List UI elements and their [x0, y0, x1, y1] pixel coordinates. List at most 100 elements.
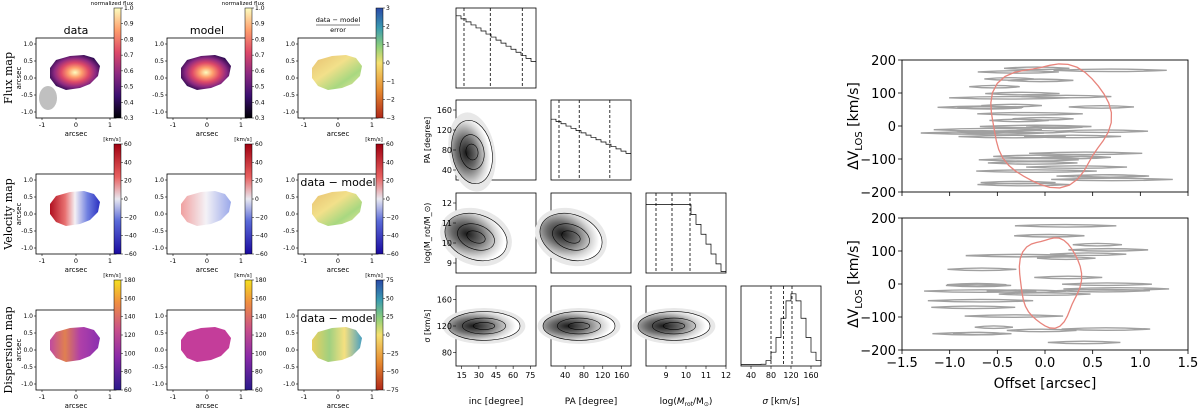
x-axis-label: arcsec [65, 402, 88, 410]
colorbar-tick-label: 0 [386, 60, 390, 67]
colorbar-tick-label: 40 [255, 159, 263, 166]
colorbar-tick-label: 0.9 [124, 21, 134, 28]
x-axis-label: σ [km/s] [762, 397, 799, 407]
y-tick-label: 120 [437, 322, 452, 331]
density-contour [457, 223, 495, 251]
density-contour [542, 311, 616, 341]
density-contour [652, 317, 696, 335]
colorbar-tick-label: 40 [386, 159, 394, 166]
y-tick-label: 11 [442, 219, 452, 228]
x-tick-label: 9 [663, 371, 668, 380]
x-tick-label: -1 [170, 393, 176, 401]
y-tick-label: 0.5 [285, 58, 295, 65]
colorbar-tick-label: −50 [386, 369, 399, 376]
colorbar-tick-label: 100 [124, 350, 136, 357]
colorbar-tick-label: 160 [124, 295, 136, 302]
colorbar-tick-label: 140 [255, 314, 267, 321]
colorbar [244, 7, 253, 119]
colorbar-tick-label: 60 [386, 141, 394, 148]
colorbar-tick-label: 0.6 [255, 68, 265, 75]
density-contour [462, 317, 506, 335]
y-tick-label: 200 [871, 212, 896, 227]
colorbar-tick-label: 0 [255, 196, 259, 203]
y-tick-label: 0.0 [285, 211, 295, 218]
x-tick-label: 80 [579, 371, 589, 380]
y-tick-label: -0.5 [283, 228, 295, 235]
colorbar-tick-label: −60 [124, 251, 137, 258]
colorbar-tick-label: 20 [124, 178, 132, 185]
galaxy-map [312, 327, 362, 362]
y-tick-label: 0.5 [154, 330, 164, 337]
x-axis-label: arcsec [65, 266, 88, 274]
colorbar-tick-label: 60 [255, 141, 263, 148]
y-tick-label: 1.0 [154, 41, 164, 48]
y-axis-label: σ [km/s] [423, 309, 432, 342]
x-tick-label: -1 [39, 257, 45, 265]
colorbar-tick-label: 1.0 [124, 5, 134, 12]
x-tick-label: -1 [170, 257, 176, 265]
y-tick-label: 160 [437, 295, 452, 304]
label-part: ΔV [846, 150, 862, 170]
y-tick-label: 0.5 [285, 194, 295, 201]
y-axis-label: arcsec [15, 203, 23, 226]
y-tick-label: 1.0 [285, 313, 295, 320]
colorbar-tick-label: 0.3 [255, 115, 265, 122]
colorbar-tick-label: 0.5 [124, 84, 134, 91]
colorbar-tick-label: 160 [255, 295, 267, 302]
colorbar-label: [km/s] [103, 273, 121, 279]
label-part: LOS [854, 131, 865, 150]
density-contour [539, 212, 603, 262]
label-part: [km/s] [846, 82, 862, 131]
row-label: Velocity map [2, 178, 15, 250]
data-contour [931, 305, 1016, 310]
density-contour [451, 119, 493, 185]
x-tick-label: 0 [336, 257, 340, 265]
colorbar-tick-label: 2 [386, 23, 390, 30]
x-tick-label: 1 [370, 121, 374, 129]
y-tick-label: 1.0 [23, 177, 33, 184]
model-contour [1018, 237, 1083, 329]
x-tick-label: 0 [74, 393, 78, 401]
x-tick-label: 30 [474, 371, 484, 380]
y-tick-label: -1.0 [283, 381, 295, 388]
x-tick-label: 0 [74, 121, 78, 129]
x-tick-label: 45 [491, 371, 501, 380]
y-tick-label: −100 [860, 153, 896, 168]
y-tick-label: -1.0 [21, 109, 33, 116]
colorbar-tick-label: 100 [255, 350, 267, 357]
y-tick-label: 160 [437, 106, 452, 115]
y-tick-label: -1.0 [283, 245, 295, 252]
data-contour [1024, 134, 1122, 139]
x-axis-label: arcsec [327, 266, 350, 274]
x-tick-label: 0.0 [1035, 356, 1056, 371]
colorbar-tick-label: 80 [255, 369, 263, 376]
x-axis-label: PA [degree] [565, 397, 617, 407]
data-contour [1014, 233, 1085, 238]
label-part: LOS [854, 289, 865, 308]
colorbar [244, 279, 253, 391]
y-tick-label: 1.0 [23, 313, 33, 320]
y-tick-label: 0.0 [285, 347, 295, 354]
colorbar-tick-label: −1 [386, 78, 395, 85]
y-tick-label: -0.5 [21, 364, 33, 371]
y-tick-label: 1.0 [285, 41, 295, 48]
y-tick-label: 0.5 [154, 194, 164, 201]
galaxy-map [312, 191, 362, 226]
x-tick-label: 0 [205, 257, 209, 265]
colorbar-tick-label: 120 [124, 332, 136, 339]
colorbar-tick-label: 0.7 [255, 52, 265, 59]
colorbar-label: [km/s] [365, 137, 383, 143]
x-tick-label: 1 [108, 121, 112, 129]
data-contour [1061, 327, 1151, 332]
data-contour [978, 157, 1079, 162]
y-tick-label: -0.5 [152, 228, 164, 235]
colorbar-label: normalized flux [222, 1, 265, 7]
data-contour [945, 283, 1012, 288]
x-tick-label: 1 [370, 393, 374, 401]
histogram-step [646, 204, 726, 272]
colorbar-tick-label: 0.6 [124, 68, 134, 75]
density-contour [552, 223, 590, 251]
y-tick-label: 0.5 [23, 58, 33, 65]
colorbar-tick-label: 20 [386, 178, 394, 185]
data-contour [976, 169, 1097, 173]
